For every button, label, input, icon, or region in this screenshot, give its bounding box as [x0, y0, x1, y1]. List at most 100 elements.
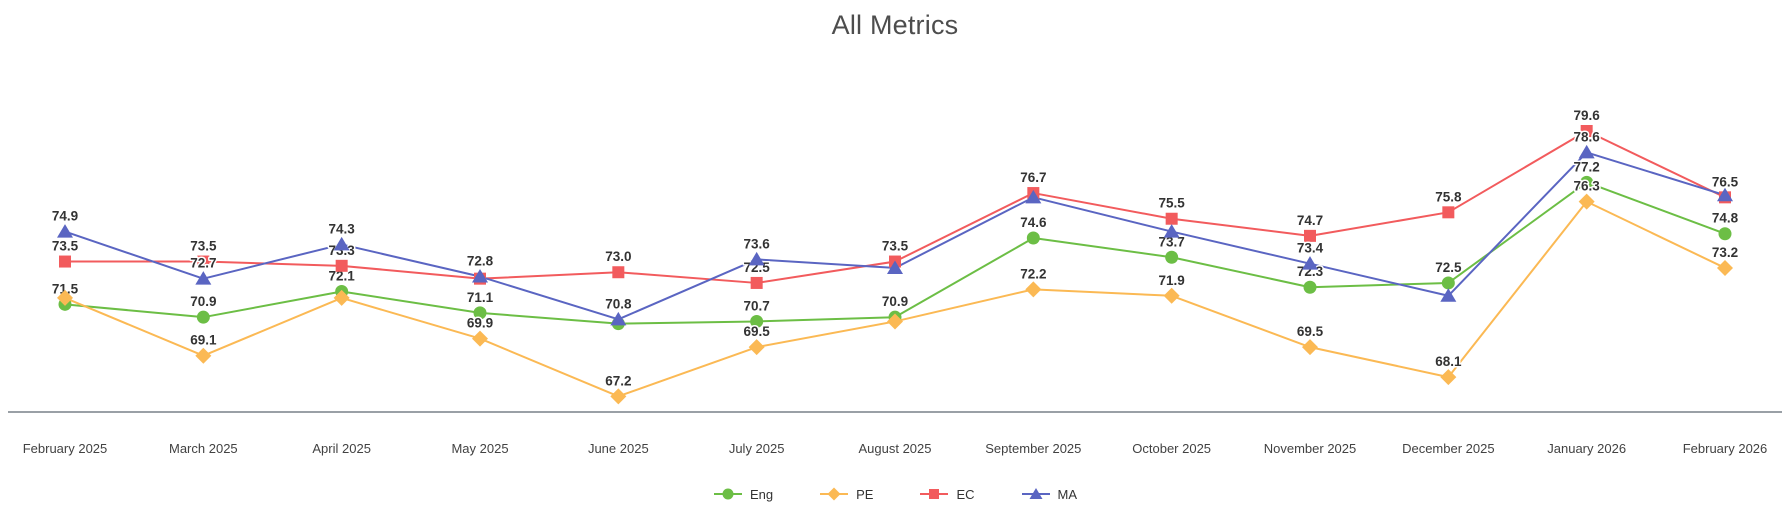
- data-point-ec-1[interactable]: [197, 255, 210, 268]
- data-point-ma-7[interactable]: [1025, 189, 1042, 204]
- data-label-ec-9: 74.7: [1297, 213, 1323, 228]
- data-point-ec-2[interactable]: [335, 259, 348, 272]
- legend-label: MA: [1057, 486, 1078, 502]
- data-label-eng-10: 72.5: [1435, 260, 1462, 275]
- x-axis-label: June 2025: [588, 441, 649, 456]
- data-label-ma-4: 70.8: [605, 296, 632, 311]
- data-label-ma-5: 73.6: [744, 236, 771, 251]
- data-point-pe-0[interactable]: [57, 289, 73, 306]
- x-axis-label: August 2025: [858, 441, 931, 456]
- data-label-eng-11: 77.2: [1574, 159, 1600, 174]
- legend-item-ec[interactable]: EC: [919, 486, 975, 502]
- legend-item-eng[interactable]: Eng: [713, 486, 773, 502]
- data-point-ma-6[interactable]: [887, 260, 903, 274]
- x-axis-label: January 2026: [1547, 441, 1626, 456]
- data-label-pe-7: 72.2: [1020, 266, 1046, 281]
- data-point-eng-3[interactable]: [473, 306, 487, 320]
- x-axis-label: February 2025: [23, 441, 108, 456]
- data-point-ma-8[interactable]: [1163, 224, 1180, 238]
- data-point-pe-6[interactable]: [887, 313, 903, 330]
- data-label-ec-0: 73.5: [52, 239, 79, 254]
- data-point-ec-0[interactable]: [59, 255, 71, 268]
- triangle-icon: [1021, 488, 1050, 499]
- data-point-ma-1[interactable]: [195, 271, 212, 285]
- data-label-eng-3: 71.1: [467, 290, 494, 305]
- data-point-pe-5[interactable]: [748, 339, 765, 356]
- data-point-ec-9[interactable]: [1304, 229, 1316, 242]
- x-axis-label: May 2025: [451, 441, 508, 456]
- data-point-pe-7[interactable]: [1025, 281, 1042, 298]
- data-point-ec-5[interactable]: [750, 276, 763, 289]
- data-label-ec-7: 76.7: [1020, 170, 1046, 185]
- data-label-pe-5: 69.5: [744, 324, 771, 339]
- x-axis-label: March 2025: [169, 441, 238, 456]
- data-point-ma-3[interactable]: [472, 269, 488, 283]
- data-label-eng-12: 74.8: [1712, 211, 1739, 226]
- data-point-ma-5[interactable]: [748, 251, 765, 266]
- data-label-pe-3: 69.9: [467, 316, 493, 331]
- data-label-ma-1: 72.7: [190, 256, 216, 271]
- legend-item-ma[interactable]: MA: [1021, 486, 1078, 502]
- square-icon: [920, 489, 949, 499]
- data-label-pe-12: 73.2: [1712, 245, 1738, 260]
- data-point-eng-9[interactable]: [1303, 280, 1317, 294]
- data-point-ec-4[interactable]: [612, 266, 625, 279]
- x-axis-label: February 2026: [1683, 441, 1768, 456]
- data-point-ma-0[interactable]: [57, 224, 73, 238]
- data-label-ec-6: 73.5: [882, 239, 909, 254]
- data-label-ec-8: 75.5: [1159, 196, 1186, 211]
- data-label-ma-0: 74.9: [52, 209, 78, 224]
- data-point-ma-10[interactable]: [1440, 288, 1457, 302]
- data-point-pe-1[interactable]: [195, 347, 212, 364]
- data-label-pe-9: 69.5: [1297, 324, 1324, 339]
- data-label-ec-12: 76.5: [1712, 174, 1739, 189]
- data-point-ec-8[interactable]: [1165, 212, 1178, 225]
- data-point-eng-11[interactable]: [1580, 175, 1594, 189]
- data-label-eng-0: 71.5: [52, 281, 79, 296]
- data-label-eng-5: 70.7: [744, 298, 770, 313]
- data-point-pe-8[interactable]: [1163, 287, 1180, 304]
- data-point-pe-11[interactable]: [1578, 193, 1595, 210]
- data-point-pe-4[interactable]: [610, 388, 627, 405]
- data-point-eng-7[interactable]: [1026, 231, 1040, 245]
- data-point-ma-4[interactable]: [610, 311, 627, 326]
- data-label-eng-1: 70.9: [190, 294, 216, 309]
- data-point-pe-3[interactable]: [472, 330, 488, 347]
- legend-label: EC: [956, 486, 975, 502]
- data-point-pe-2[interactable]: [333, 289, 350, 306]
- x-axis-label: July 2025: [729, 441, 785, 456]
- data-point-pe-12[interactable]: [1717, 259, 1733, 276]
- legend: Eng PE EC MA: [0, 486, 1790, 502]
- data-point-pe-9[interactable]: [1302, 339, 1318, 356]
- x-axis-label: September 2025: [985, 441, 1081, 456]
- data-label-ec-1: 73.5: [190, 239, 217, 254]
- data-label-ma-2: 74.3: [329, 221, 356, 236]
- data-point-eng-12[interactable]: [1718, 227, 1732, 241]
- x-axis-label: November 2025: [1264, 441, 1357, 456]
- data-point-ec-11[interactable]: [1580, 125, 1593, 137]
- data-point-eng-1[interactable]: [196, 310, 210, 324]
- data-point-ec-10[interactable]: [1442, 206, 1455, 219]
- data-label-eng-7: 74.6: [1020, 215, 1047, 230]
- legend-label: Eng: [749, 486, 774, 502]
- data-label-ec-4: 73.0: [605, 249, 631, 264]
- legend-item-pe[interactable]: PE: [819, 486, 873, 502]
- data-label-eng-6: 70.9: [882, 294, 908, 309]
- data-label-ma-3: 72.8: [467, 254, 494, 269]
- data-point-eng-8[interactable]: [1165, 250, 1179, 264]
- data-point-ma-2[interactable]: [333, 236, 350, 251]
- data-label-pe-8: 71.9: [1159, 273, 1185, 288]
- data-label-ma-9: 73.4: [1297, 241, 1324, 256]
- data-point-ma-9[interactable]: [1302, 256, 1318, 270]
- chart-title: All Metrics: [831, 10, 959, 40]
- data-point-eng-10[interactable]: [1441, 276, 1455, 290]
- legend-label: PE: [856, 486, 874, 502]
- data-label-eng-2: 72.1: [329, 269, 356, 284]
- data-point-eng-5[interactable]: [750, 314, 764, 328]
- data-point-pe-10[interactable]: [1440, 369, 1457, 386]
- data-point-ma-12[interactable]: [1717, 187, 1733, 202]
- data-point-ma-11[interactable]: [1578, 144, 1595, 159]
- circle-icon: [713, 488, 742, 500]
